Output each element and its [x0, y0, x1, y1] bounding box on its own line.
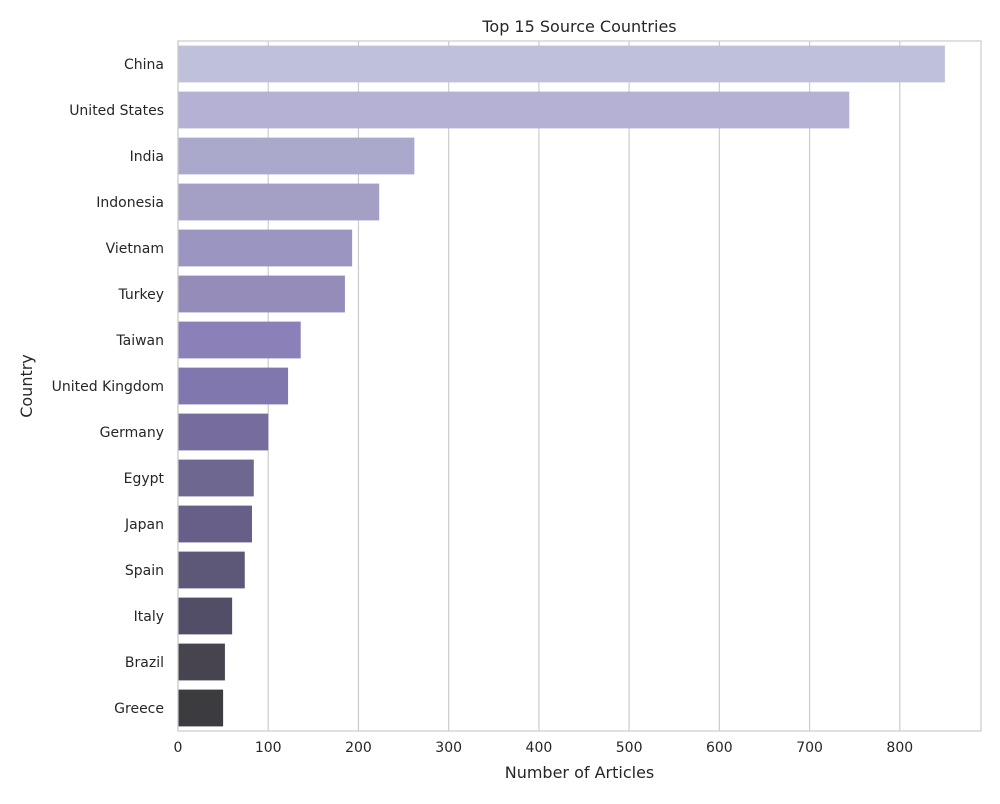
bar: [178, 505, 252, 543]
bar: [178, 551, 245, 589]
x-tick-label: 100: [255, 740, 282, 756]
y-tick-label: Brazil: [125, 655, 164, 671]
x-tick-label: 0: [174, 740, 183, 756]
y-tick-label: Germany: [100, 425, 164, 441]
x-tick-label: 600: [706, 740, 733, 756]
y-axis-label: Country: [17, 354, 36, 418]
bar: [178, 367, 289, 405]
axes-layer: 0 100 200 300 400 500 600 700 800 China United Sta…: [52, 40, 982, 756]
x-tick-label: 500: [616, 740, 643, 756]
y-tick-label: Vietnam: [106, 241, 164, 257]
x-tick-label: 800: [886, 740, 913, 756]
y-tick-label: United States: [69, 103, 164, 119]
y-tick-label: Italy: [134, 609, 164, 625]
y-tick-label: China: [124, 57, 164, 73]
y-tick-label: Japan: [124, 517, 164, 533]
bar: [178, 183, 380, 221]
y-tick-label: India: [130, 149, 164, 165]
bar: [178, 643, 225, 681]
y-tick-label: Greece: [114, 701, 164, 717]
bar: [178, 413, 269, 451]
y-tick-label: Turkey: [117, 287, 164, 303]
bar: [178, 229, 353, 267]
bars-layer: [178, 45, 945, 727]
y-tick-label: Taiwan: [115, 333, 164, 349]
plot-frame: [177, 40, 982, 732]
bar: [178, 459, 254, 497]
x-tick-label: 700: [796, 740, 823, 756]
bar: [178, 137, 415, 175]
bar: [178, 321, 301, 359]
bar: [178, 45, 945, 83]
chart-title: Top 15 Source Countries: [481, 17, 676, 36]
x-tick-label: 200: [345, 740, 372, 756]
x-tick-label: 300: [435, 740, 462, 756]
bar: [178, 597, 233, 635]
bar: [178, 91, 850, 129]
bar: [178, 275, 345, 313]
x-axis-label: Number of Articles: [505, 763, 655, 782]
x-tick-label: 400: [526, 740, 553, 756]
y-tick-label: United Kingdom: [52, 379, 164, 395]
bar: [178, 689, 224, 727]
y-tick-label: Egypt: [124, 471, 165, 487]
y-tick-label: Indonesia: [96, 195, 164, 211]
y-tick-label: Spain: [125, 563, 164, 579]
